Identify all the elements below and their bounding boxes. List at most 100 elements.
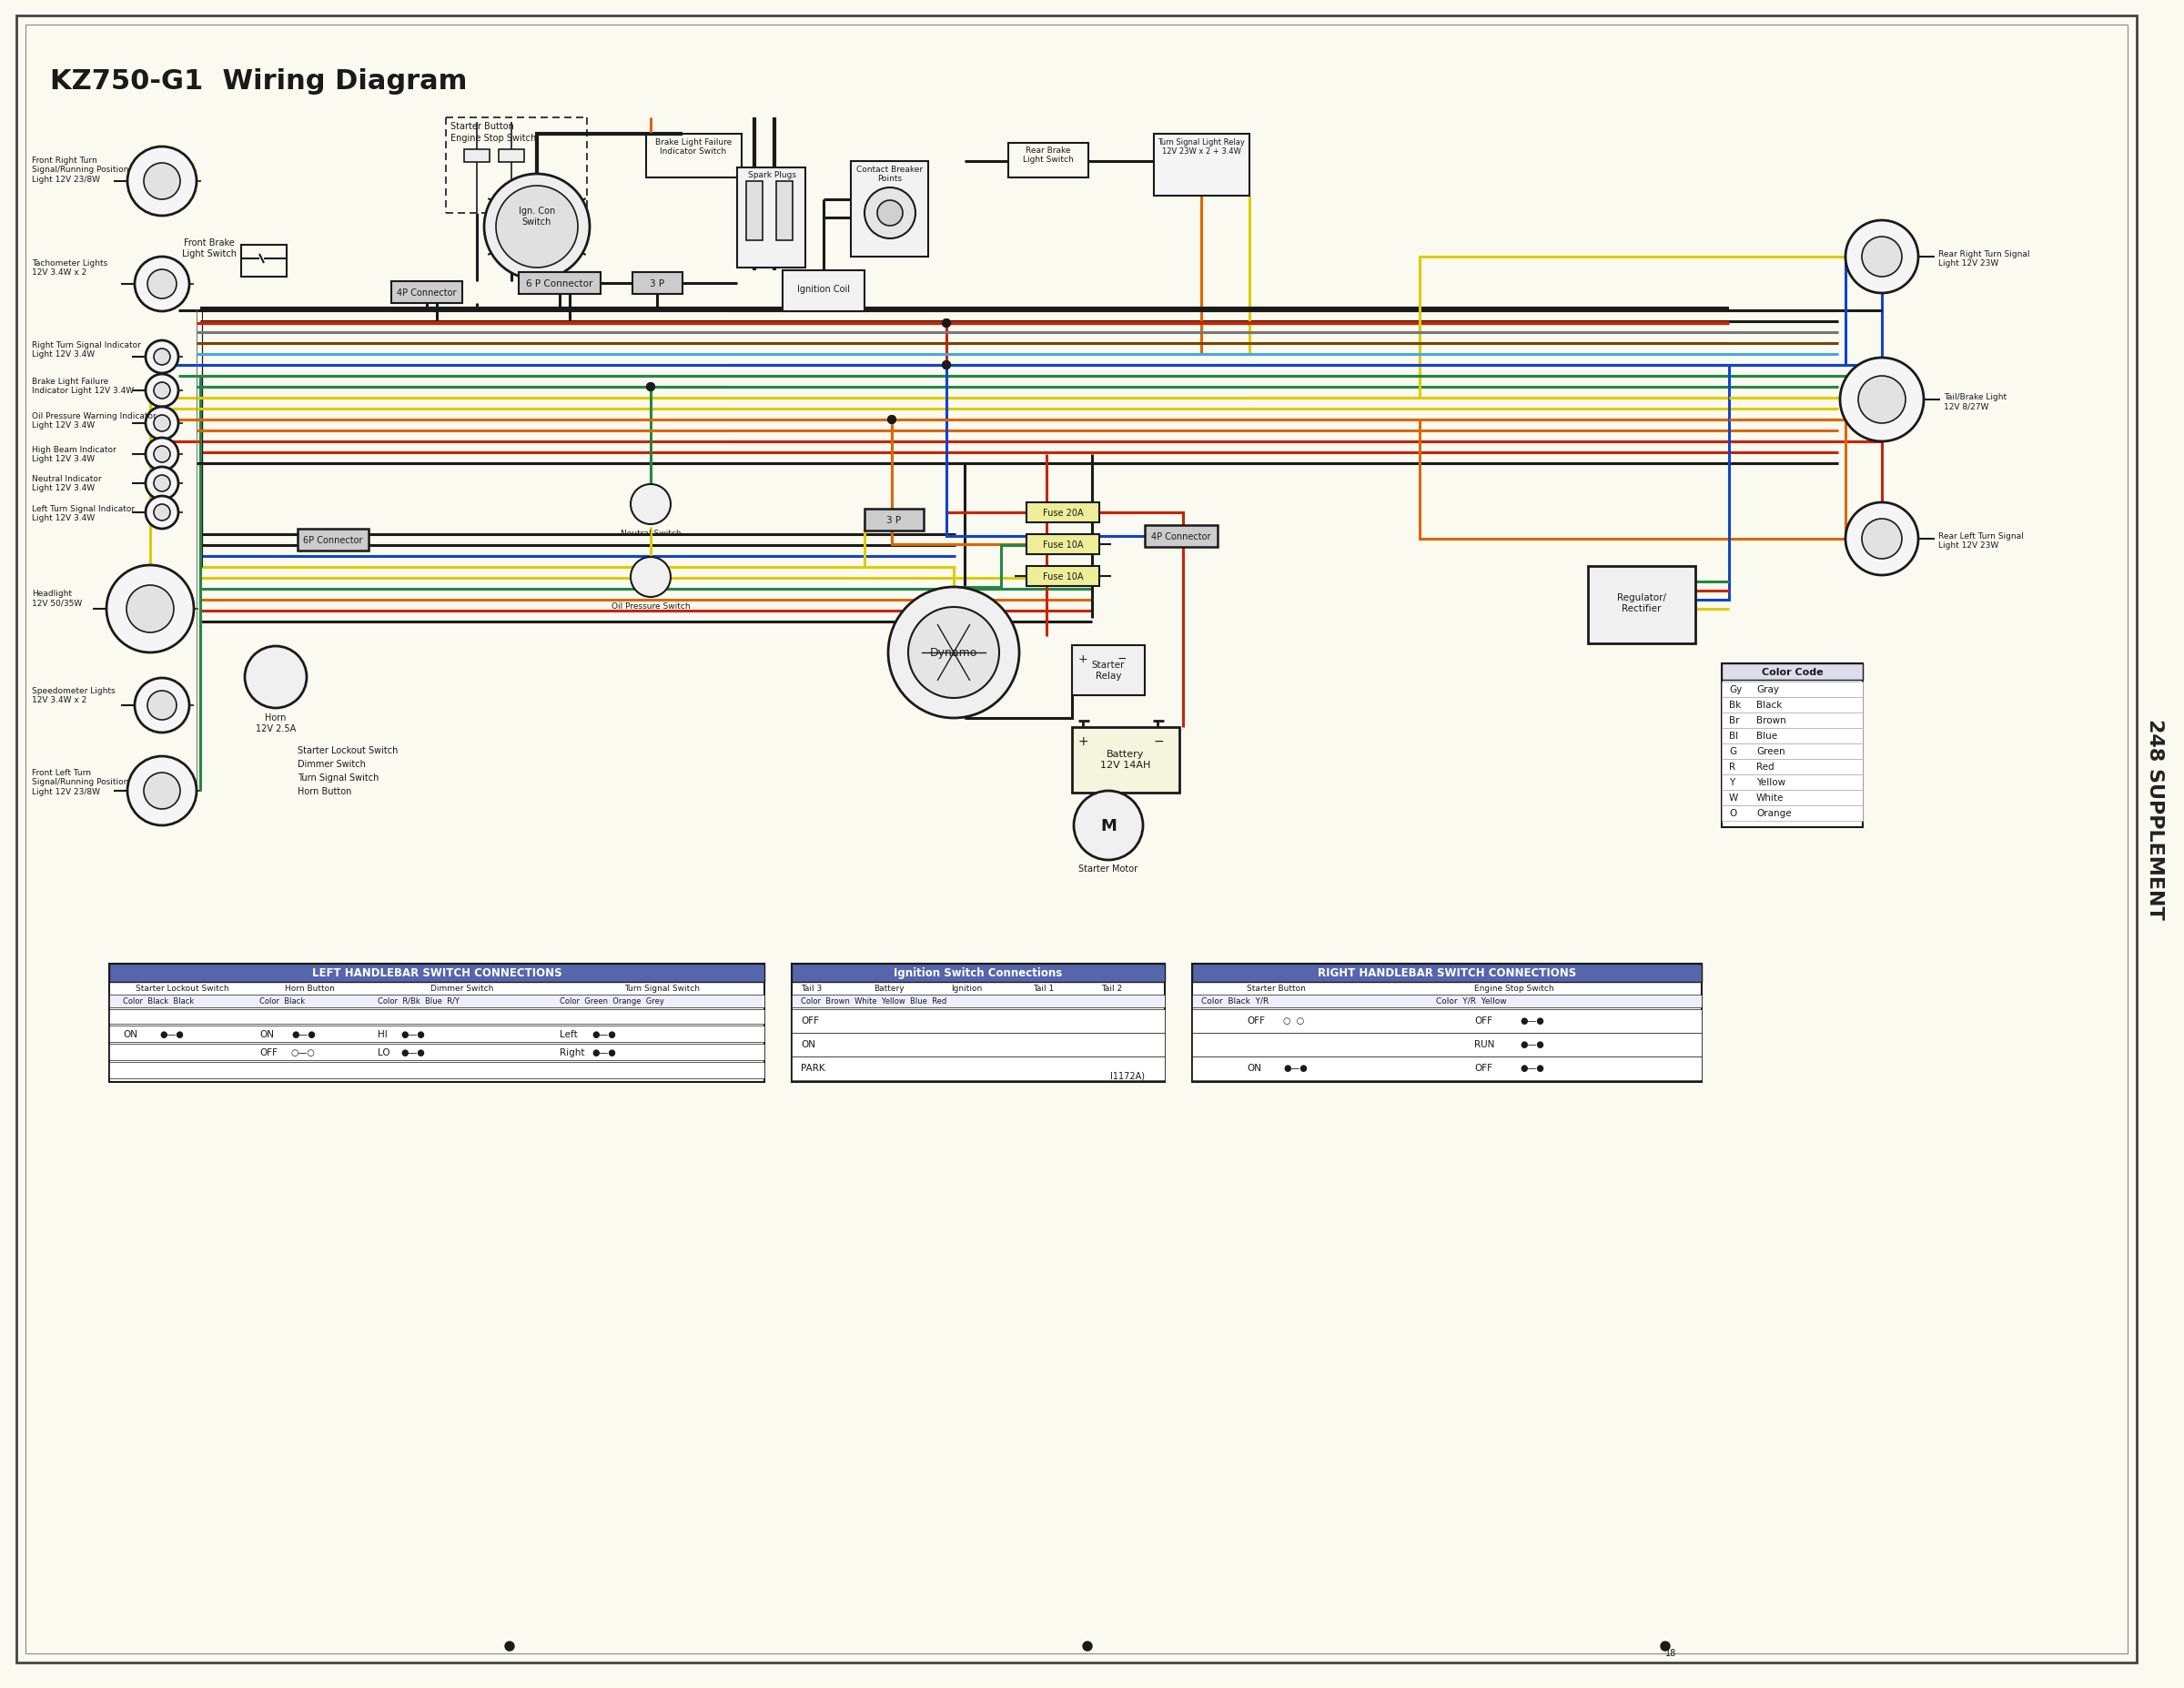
Text: Ign. Con
Switch: Ign. Con Switch <box>518 206 555 226</box>
Text: Contact Breaker
Points: Contact Breaker Points <box>856 165 924 184</box>
Circle shape <box>1861 238 1902 277</box>
Text: High Beam Indicator
Light 12V 3.4W: High Beam Indicator Light 12V 3.4W <box>33 446 116 463</box>
Text: ●—●: ●—● <box>1520 1016 1544 1025</box>
Text: Fuse 10A: Fuse 10A <box>1042 540 1083 549</box>
Text: Neutral Indicator
Light 12V 3.4W: Neutral Indicator Light 12V 3.4W <box>33 474 103 493</box>
Text: RIGHT HANDLEBAR SWITCH CONNECTIONS: RIGHT HANDLEBAR SWITCH CONNECTIONS <box>1317 967 1577 979</box>
Text: Horn Button: Horn Button <box>284 984 334 993</box>
Text: Oil Pressure Warning Indicator
Light 12V 3.4W: Oil Pressure Warning Indicator Light 12V… <box>33 412 157 430</box>
Text: Horn Button: Horn Button <box>297 787 352 795</box>
Bar <box>1721 775 1863 790</box>
Circle shape <box>631 557 670 598</box>
Circle shape <box>144 164 179 201</box>
Text: ○—○: ○—○ <box>290 1048 314 1057</box>
Circle shape <box>144 773 179 810</box>
Text: Starter Motor: Starter Motor <box>1079 864 1138 873</box>
Circle shape <box>146 341 179 373</box>
Circle shape <box>127 147 197 216</box>
Text: Regulator/
Rectifier: Regulator/ Rectifier <box>1616 592 1666 613</box>
Bar <box>865 510 924 532</box>
Text: ●—●: ●—● <box>400 1048 424 1057</box>
Text: −: − <box>1118 653 1127 665</box>
Bar <box>646 135 743 179</box>
Text: ●—●: ●—● <box>290 1030 314 1038</box>
Circle shape <box>943 321 950 327</box>
Text: Gray: Gray <box>1756 685 1780 694</box>
Bar <box>1192 1033 1701 1057</box>
Circle shape <box>153 505 170 522</box>
Text: LO: LO <box>378 1048 391 1057</box>
Text: R: R <box>1730 763 1736 771</box>
Text: OFF: OFF <box>1474 1016 1492 1025</box>
Text: Speedometer Lights
12V 3.4W x 2: Speedometer Lights 12V 3.4W x 2 <box>33 687 116 704</box>
Circle shape <box>1083 1642 1092 1651</box>
Text: Front Right Turn
Signal/Running Position
Light 12V 23/8W: Front Right Turn Signal/Running Position… <box>33 157 129 184</box>
Circle shape <box>631 484 670 525</box>
Text: Br: Br <box>1730 716 1738 724</box>
Bar <box>109 1026 764 1041</box>
Bar <box>1721 682 1863 697</box>
Bar <box>240 245 286 277</box>
Text: Engine Stop Switch: Engine Stop Switch <box>450 133 537 143</box>
Text: Right: Right <box>559 1048 585 1057</box>
Bar <box>391 282 463 304</box>
Text: Green: Green <box>1756 746 1784 756</box>
Bar <box>1192 994 1701 1008</box>
Text: Battery: Battery <box>874 984 904 993</box>
Text: KZ750-G1  Wiring Diagram: KZ750-G1 Wiring Diagram <box>50 68 467 95</box>
Circle shape <box>909 608 1000 699</box>
Text: ON: ON <box>802 1040 815 1048</box>
Text: OFF: OFF <box>260 1048 277 1057</box>
Bar <box>1721 663 1863 680</box>
Circle shape <box>153 383 170 400</box>
Text: Battery
12V 14AH: Battery 12V 14AH <box>1101 749 1151 770</box>
Text: M: M <box>1101 817 1116 834</box>
Bar <box>1153 135 1249 196</box>
Text: Tail 2: Tail 2 <box>1101 984 1123 993</box>
Bar <box>1192 1009 1701 1033</box>
Text: Front Brake
Light Switch: Front Brake Light Switch <box>181 238 236 258</box>
Bar <box>109 1045 764 1060</box>
Text: ●—●: ●—● <box>1284 1063 1308 1072</box>
Circle shape <box>878 201 902 226</box>
Text: G: G <box>1730 746 1736 756</box>
Bar <box>1026 503 1099 523</box>
Text: ○  ○: ○ ○ <box>1284 1016 1304 1025</box>
Text: Turn Signal Switch: Turn Signal Switch <box>625 984 699 993</box>
Text: RUN: RUN <box>1474 1040 1494 1048</box>
Text: Starter Button: Starter Button <box>450 122 513 132</box>
Text: Bk: Bk <box>1730 701 1741 709</box>
Circle shape <box>1845 221 1918 294</box>
Text: HI: HI <box>378 1030 387 1038</box>
Bar <box>793 994 1164 1008</box>
Text: ●—●: ●—● <box>1520 1040 1544 1048</box>
Text: Color  Green  Orange  Grey: Color Green Orange Grey <box>559 998 664 1004</box>
Text: Turn Signal Light Relay: Turn Signal Light Relay <box>1158 138 1245 147</box>
Text: 4P Connector: 4P Connector <box>397 289 456 297</box>
Text: +: + <box>1079 653 1088 665</box>
Circle shape <box>146 407 179 441</box>
Text: Turn Signal Switch: Turn Signal Switch <box>297 773 378 782</box>
Text: Red: Red <box>1756 763 1773 771</box>
Bar <box>633 273 681 295</box>
Text: Color  R/Bk  Blue  R/Y: Color R/Bk Blue R/Y <box>378 998 459 1004</box>
Circle shape <box>505 1642 513 1651</box>
Text: Ignition Switch Connections: Ignition Switch Connections <box>893 967 1064 979</box>
Bar <box>1721 712 1863 729</box>
Circle shape <box>1861 520 1902 559</box>
Bar <box>1721 663 1863 827</box>
Text: 6 P Connector: 6 P Connector <box>526 279 594 289</box>
Text: Ignition Coil: Ignition Coil <box>797 285 850 294</box>
Circle shape <box>135 679 190 733</box>
Text: ON: ON <box>260 1030 273 1038</box>
Circle shape <box>1859 376 1904 424</box>
Bar <box>738 169 806 268</box>
Text: Starter Lockout Switch: Starter Lockout Switch <box>135 984 229 993</box>
Bar <box>109 964 764 982</box>
Circle shape <box>153 447 170 463</box>
Text: Tail 1: Tail 1 <box>1033 984 1055 993</box>
Circle shape <box>127 586 175 633</box>
Text: Ignition: Ignition <box>950 984 983 993</box>
Text: 248 SUPPLEMENT: 248 SUPPLEMENT <box>2145 717 2164 918</box>
Circle shape <box>149 690 177 721</box>
